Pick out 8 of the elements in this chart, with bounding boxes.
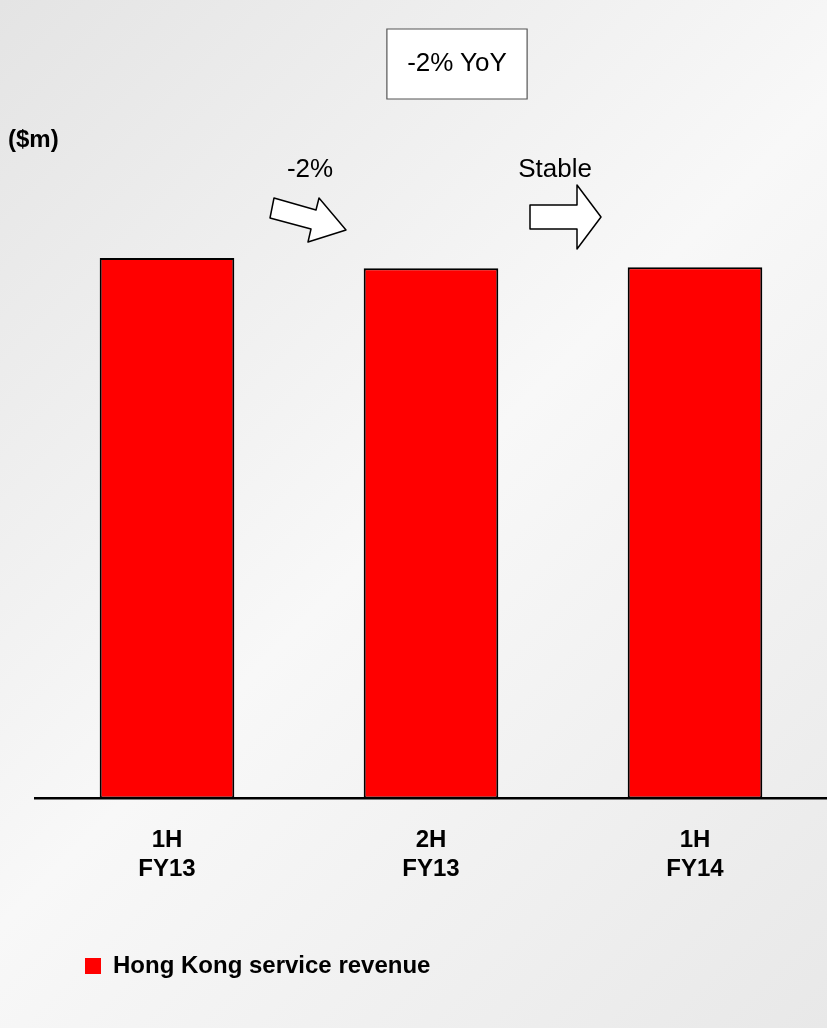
x-tick-label: 1H FY14 (666, 825, 725, 882)
legend-label: Hong Kong service revenue (113, 950, 431, 978)
text: Stable (518, 153, 592, 184)
y-axis-title: ($m) (8, 124, 59, 152)
x-tick-label: 1H FY13 (138, 825, 196, 882)
chart-title: -2% YoY (407, 47, 507, 78)
x-tick-label: 2H FY13 (402, 825, 460, 882)
text: -2% (286, 153, 334, 184)
